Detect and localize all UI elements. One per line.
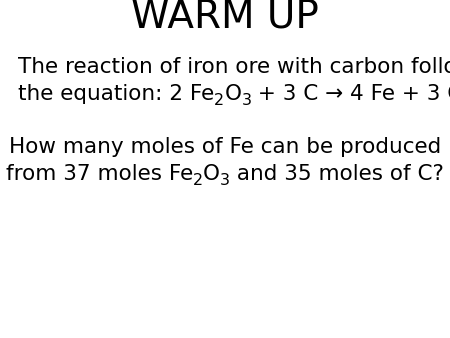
Text: 2: 2	[193, 173, 203, 188]
Text: 3: 3	[241, 93, 252, 108]
Text: and 35 moles of C?: and 35 moles of C?	[230, 164, 444, 184]
Text: + 3 C → 4 Fe + 3 CO: + 3 C → 4 Fe + 3 CO	[252, 84, 450, 104]
Text: How many moles of Fe can be produced: How many moles of Fe can be produced	[9, 137, 441, 157]
Text: the equation: 2 Fe: the equation: 2 Fe	[18, 84, 214, 104]
Text: WARM UP: WARM UP	[131, 0, 319, 36]
Text: The reaction of iron ore with carbon follows: The reaction of iron ore with carbon fol…	[18, 57, 450, 77]
Text: 3: 3	[220, 173, 230, 188]
Text: from 37 moles Fe: from 37 moles Fe	[6, 164, 193, 184]
Text: O: O	[225, 84, 241, 104]
Text: O: O	[203, 164, 220, 184]
Text: 2: 2	[214, 93, 225, 108]
